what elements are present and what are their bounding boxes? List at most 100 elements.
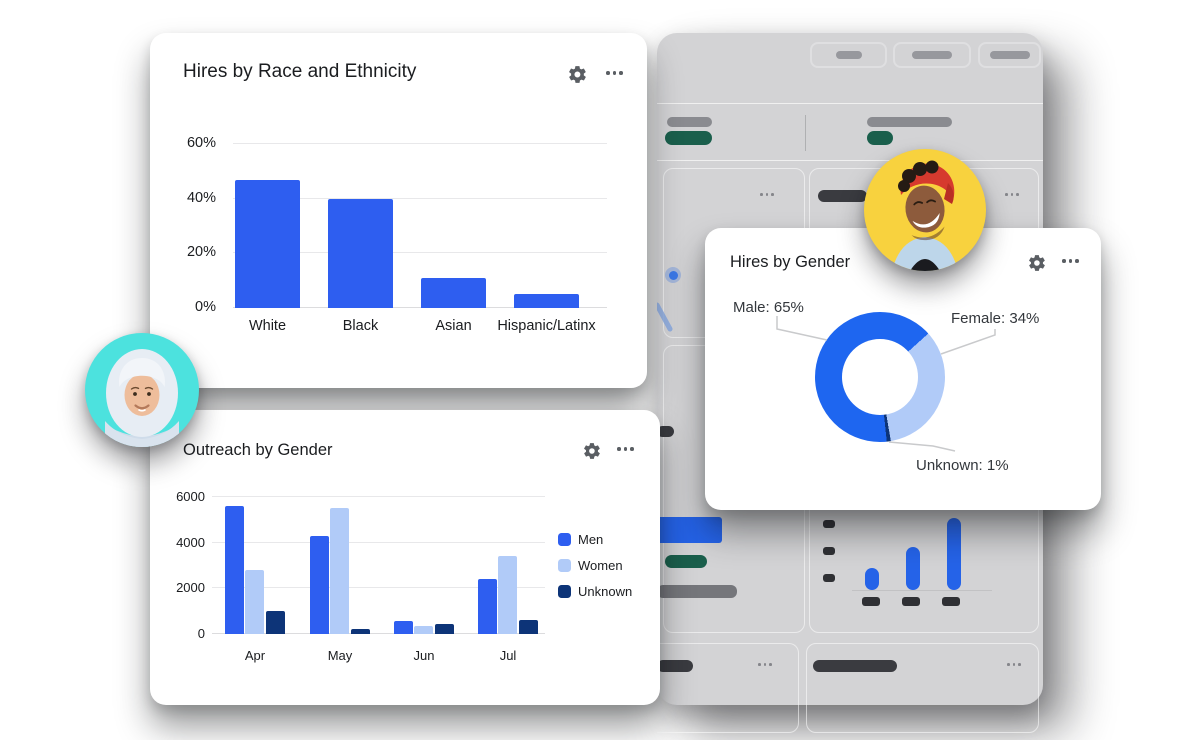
gridline <box>212 541 545 543</box>
settings-icon[interactable] <box>566 63 588 85</box>
race-bar-white[interactable] <box>235 179 300 308</box>
man-beanie-avatar <box>864 149 986 271</box>
legend-label: Unknown <box>578 584 633 599</box>
legend-item-women: Women <box>558 558 632 573</box>
outreach-chart-legend: Men Women Unknown <box>558 532 632 599</box>
legend-swatch <box>558 585 571 598</box>
x-tick-label: Asian <box>435 318 472 334</box>
gridline <box>233 252 607 254</box>
more-options-icon[interactable] <box>606 71 623 75</box>
outreach-bar-women-jul[interactable] <box>498 556 517 634</box>
more-options-icon[interactable] <box>1062 259 1079 263</box>
outreach-bar-women-jun[interactable] <box>414 626 433 634</box>
skeleton-button[interactable] <box>810 42 887 68</box>
mini-chart-xtick <box>902 597 920 606</box>
outreach-bar-men-jun[interactable] <box>394 621 413 634</box>
outreach-bar-men-apr[interactable] <box>225 506 244 634</box>
line-chart-segment <box>657 302 673 332</box>
more-options-icon[interactable] <box>760 193 774 196</box>
legend-item-unknown: Unknown <box>558 584 632 599</box>
gridline <box>233 197 607 199</box>
outreach-bar-unknown-apr[interactable] <box>266 611 285 634</box>
mini-chart-xtick <box>942 597 960 606</box>
gridline <box>233 143 607 144</box>
y-tick-label: 0% <box>195 299 216 315</box>
more-options-icon[interactable] <box>758 663 772 666</box>
mini-chart-ytick <box>823 574 835 582</box>
x-tick-label: Hispanic/Latinx <box>497 318 596 334</box>
race-chart-plot <box>233 143 607 308</box>
gridline <box>212 633 545 634</box>
skeleton-stat-label <box>667 117 712 127</box>
x-tick-label: White <box>248 318 287 334</box>
settings-icon[interactable] <box>581 440 603 462</box>
y-tick-label: 20% <box>186 244 216 261</box>
divider <box>805 115 806 151</box>
outreach-bar-women-may[interactable] <box>330 508 349 634</box>
more-options-icon[interactable] <box>1005 193 1019 196</box>
legend-swatch <box>558 533 571 546</box>
y-tick-label: 2000 <box>176 580 205 596</box>
mini-chart-baseline <box>852 590 992 591</box>
legend-item-men: Men <box>558 532 632 547</box>
mini-chart-ytick <box>823 520 835 528</box>
skeleton-blue-bar <box>657 517 722 543</box>
skeleton-button[interactable] <box>893 42 971 68</box>
more-options-icon[interactable] <box>1007 663 1021 666</box>
legend-label: Women <box>578 558 623 573</box>
outreach-bar-unknown-jul[interactable] <box>519 619 538 634</box>
y-tick-label: 40% <box>186 189 216 206</box>
divider <box>657 160 1043 161</box>
line-chart-point <box>665 267 681 283</box>
legend-swatch <box>558 559 571 572</box>
gridline <box>212 587 545 589</box>
skeleton-button-label <box>912 51 952 59</box>
race-bar-hispanic/latinx[interactable] <box>514 294 579 308</box>
divider <box>657 103 1043 104</box>
skeleton-stat-badge <box>867 131 893 145</box>
x-tick-label: May <box>327 648 353 663</box>
skeleton-card <box>806 643 1039 733</box>
x-tick-label: Jun <box>413 648 435 663</box>
y-tick-label: 0 <box>197 626 205 641</box>
y-tick-label: 4000 <box>176 534 205 550</box>
outreach-chart-plot <box>212 496 545 634</box>
legend-label: Men <box>578 532 604 547</box>
mini-chart-bar <box>906 547 920 590</box>
y-tick-label: 6000 <box>176 489 205 504</box>
x-tick-label: Apr <box>244 648 266 663</box>
race-bar-asian[interactable] <box>421 277 486 308</box>
donut-label-unknown: Unknown: 1% <box>916 457 1009 474</box>
mini-chart-bar <box>947 518 961 590</box>
outreach-bar-women-apr[interactable] <box>245 570 264 634</box>
skeleton-card-title <box>818 190 867 202</box>
donut-label-female: Female: 34% <box>951 310 1040 327</box>
gender-donut-chart[interactable] <box>815 312 945 442</box>
card-title: Outreach by Gender <box>183 441 333 459</box>
outreach-by-gender-card: Outreach by Gender 0 2000 4000 6000 Apr May J… <box>150 410 660 705</box>
settings-icon[interactable] <box>1026 252 1048 274</box>
skeleton-button[interactable] <box>978 42 1041 68</box>
outreach-bar-men-jul[interactable] <box>478 579 497 634</box>
race-bar-black[interactable] <box>328 198 393 308</box>
skeleton-badge <box>665 555 707 568</box>
hires-by-gender-card: Hires by Gender Male: 65% Female: 34% Un… <box>705 228 1101 510</box>
mini-chart-bar <box>865 568 879 590</box>
donut-label-male: Male: 65% <box>733 299 804 316</box>
card-title: Hires by Gender <box>730 253 851 271</box>
more-options-icon[interactable] <box>617 447 634 451</box>
skeleton-label <box>657 426 674 437</box>
skeleton-card <box>657 643 799 733</box>
y-tick-label: 60% <box>186 135 216 151</box>
skeleton-stat-badge <box>665 131 712 145</box>
skeleton-card-title <box>657 660 693 672</box>
outreach-bar-unknown-may[interactable] <box>351 629 370 634</box>
outreach-bar-unknown-jun[interactable] <box>435 624 454 634</box>
skeleton-stat-label <box>867 117 952 127</box>
woman-hijab-avatar <box>85 333 199 447</box>
outreach-bar-men-may[interactable] <box>310 535 329 634</box>
gridline <box>212 496 545 497</box>
skeleton-card-title <box>813 660 897 672</box>
mini-chart-xtick <box>862 597 880 606</box>
